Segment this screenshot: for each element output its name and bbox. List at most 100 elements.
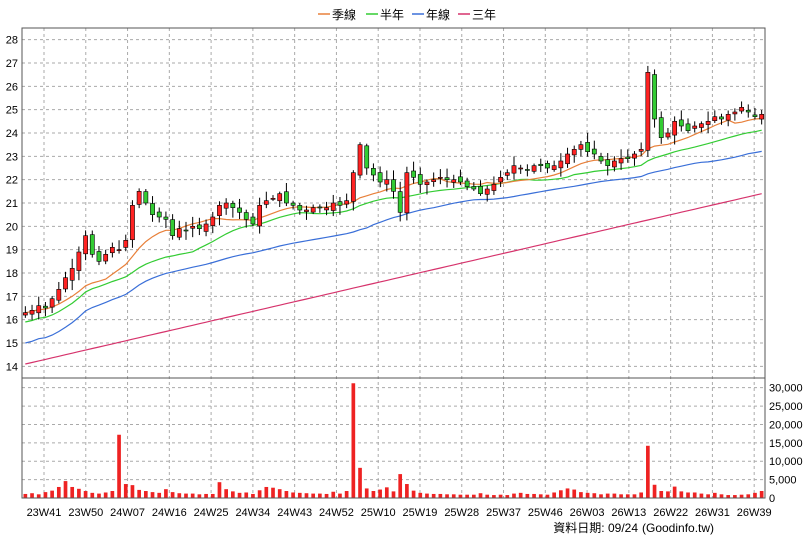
price-tick-label: 24 [6, 128, 18, 140]
volume-bars [23, 383, 764, 498]
candle-body [605, 159, 611, 166]
volume-bar [545, 494, 550, 498]
candle-body [156, 211, 162, 218]
volume-bar [679, 491, 684, 498]
candle-body [692, 125, 698, 129]
candle-body [136, 191, 142, 205]
candle-body [471, 186, 477, 190]
candle-body [719, 116, 724, 120]
volume-bar [672, 486, 677, 498]
candle-body [63, 277, 68, 290]
volume-bar [63, 481, 68, 498]
volume-bar [438, 493, 443, 498]
data-date-label: 資料日期: 09/24 [553, 521, 638, 535]
candle-body [451, 179, 457, 183]
volume-bar [726, 495, 731, 498]
volume-bar [391, 491, 396, 498]
volume-bar [418, 492, 423, 498]
volume-bar [565, 488, 570, 498]
candle-body [371, 168, 376, 176]
volume-bar [378, 489, 382, 498]
volume-bar [264, 486, 269, 498]
candle-body [163, 216, 169, 220]
volume-bar [411, 490, 416, 498]
volume-bar [110, 491, 115, 498]
volume-bar [405, 484, 409, 498]
volume-bar [30, 493, 34, 498]
price-tick-label: 17 [6, 291, 18, 303]
volume-bar [56, 486, 61, 498]
ma-3year-line [25, 193, 762, 365]
candle-body [344, 200, 350, 205]
candle-body [545, 163, 550, 169]
volume-bar [759, 491, 764, 498]
time-tick-label: 26W13 [611, 507, 646, 519]
time-tick-label: 24W25 [194, 507, 229, 519]
volume-bar [451, 494, 456, 498]
time-tick-label: 24W07 [110, 507, 145, 519]
price-tick-label: 28 [6, 35, 18, 47]
time-tick-label: 26W31 [695, 507, 730, 519]
candle-body [230, 203, 236, 208]
candle-body [49, 298, 55, 308]
volume-bar [518, 492, 523, 498]
candle-body [223, 202, 229, 209]
candle-body [263, 200, 269, 205]
volume-bar [117, 434, 121, 498]
volume-bar [344, 491, 349, 498]
volume-bar [311, 493, 316, 498]
candle-body [551, 165, 557, 170]
price-tick-label: 25 [6, 105, 18, 117]
candle-body [109, 247, 115, 254]
price-tick-label: 21 [6, 198, 18, 210]
volume-bar [103, 492, 108, 498]
volume-bar [318, 493, 322, 498]
volume-bar [197, 494, 202, 498]
volume-bar [97, 493, 101, 498]
candle-body [504, 172, 510, 176]
volume-bar [143, 491, 148, 498]
volume-bar [525, 493, 530, 498]
candle-body [511, 165, 517, 174]
volume-bar [592, 493, 597, 498]
candle-body [210, 216, 216, 226]
candle-body [752, 114, 758, 117]
volume-bar [706, 494, 710, 498]
volume-bar [257, 490, 262, 498]
candle-body [290, 202, 296, 206]
volume-bar [291, 492, 295, 498]
candle-body [83, 235, 88, 255]
candle-body [678, 119, 684, 127]
candle-body [484, 188, 490, 195]
candle-body [531, 165, 537, 172]
candle-body [36, 305, 42, 314]
volume-bar [733, 495, 737, 498]
volume-bar [83, 491, 88, 498]
volume-bar [284, 491, 289, 498]
plot-frame [21, 27, 766, 499]
time-tick-label: 25W10 [361, 507, 396, 519]
volume-bar [512, 493, 516, 498]
candle-body [759, 114, 765, 120]
time-tick-label: 26W22 [653, 507, 688, 519]
plot-background [22, 28, 765, 498]
candle-body [685, 123, 691, 131]
volume-tick-label: 20,000 [769, 419, 803, 431]
candle-body [123, 240, 129, 248]
volume-bar [150, 492, 155, 498]
volume-bar [23, 493, 28, 498]
volume-tick-label: 30,000 [769, 383, 803, 395]
volume-bar [612, 493, 617, 498]
volume-bar [130, 485, 135, 498]
volume-bar [304, 493, 309, 498]
candle-body [310, 207, 316, 213]
price-tick-label: 20 [6, 221, 18, 233]
candle-body [565, 153, 570, 165]
volume-bar [458, 494, 463, 498]
volume-tick-label: 15,000 [769, 438, 803, 450]
volume-bar [271, 487, 275, 498]
volume-bar [277, 489, 282, 498]
volume-bar [371, 491, 376, 498]
volume-bar [465, 494, 469, 498]
